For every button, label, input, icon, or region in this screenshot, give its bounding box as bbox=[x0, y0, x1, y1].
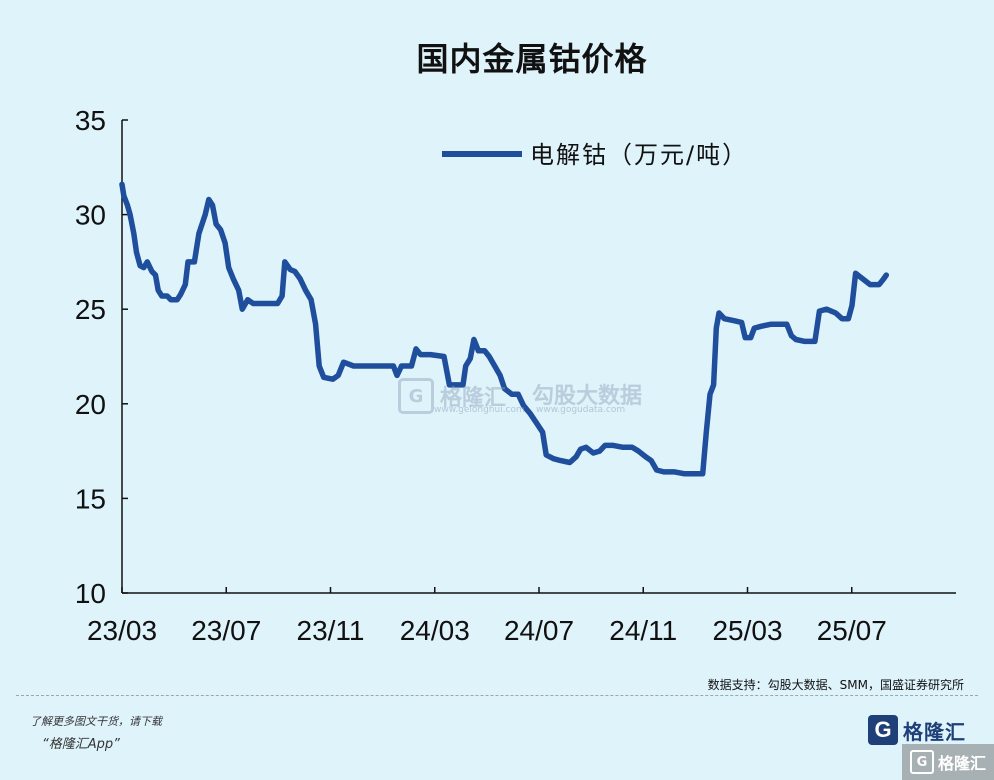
footer-note: 了解更多图文干货，请下载 bbox=[30, 715, 162, 728]
source-note: 数据支持：勾股大数据、SMM，国盛证券研究所 bbox=[707, 678, 964, 692]
tick-labels: 10 15 20 25 30 35 23/03 23/07 23/11 24/03 24/07 24/… bbox=[75, 105, 887, 646]
y-tick-label: 15 bbox=[75, 483, 106, 514]
watermark-left-text: 格隆汇 bbox=[440, 386, 507, 411]
logo-text: 格隆汇 bbox=[903, 719, 966, 744]
watermark-right-sub: www.gogudata.com bbox=[536, 405, 626, 415]
y-tick-label: 10 bbox=[75, 578, 106, 609]
x-tick-label: 24/11 bbox=[609, 615, 677, 646]
watermark-left-sub: www.gelonghui.com bbox=[434, 405, 525, 415]
y-tick-label: 20 bbox=[75, 389, 106, 420]
x-tick-label: 25/07 bbox=[817, 615, 887, 646]
x-tick-label: 25/03 bbox=[712, 615, 782, 646]
watermark-g-icon: G bbox=[398, 378, 434, 414]
chart-plot: 10 15 20 25 30 35 23/03 23/07 23/11 24/03 24/07 24/… bbox=[75, 105, 956, 646]
corner-g-icon: G bbox=[909, 750, 934, 774]
legend: 电解钴（万元/吨） bbox=[442, 141, 748, 169]
watermark-gogudata: 勾股大数据 bbox=[532, 384, 643, 409]
x-tick-label: 24/03 bbox=[400, 615, 470, 646]
series-line-electrolytic-cobalt bbox=[119, 181, 890, 477]
y-tick-label: 25 bbox=[75, 294, 106, 325]
watermark-gelonghui: G 格隆汇 bbox=[398, 378, 506, 414]
chart-title: 国内金属钴价格 bbox=[416, 40, 648, 78]
y-tick-label: 30 bbox=[75, 200, 106, 231]
corner-watermark: G 格隆汇 bbox=[902, 744, 994, 780]
corner-text: 格隆汇 bbox=[937, 754, 986, 773]
x-tick-label: 23/11 bbox=[297, 615, 365, 646]
footer-app-name: “格隆汇App” bbox=[42, 737, 120, 752]
footer-divider bbox=[16, 695, 978, 696]
axes bbox=[121, 119, 956, 594]
x-tick-label: 23/07 bbox=[191, 615, 261, 646]
legend-label: 电解钴（万元/吨） bbox=[530, 141, 748, 169]
gelonghui-logo: G 格隆汇 bbox=[868, 715, 966, 745]
x-tick-label: 23/03 bbox=[87, 615, 157, 646]
y-tick-label: 35 bbox=[75, 105, 106, 136]
x-tick-label: 24/07 bbox=[504, 615, 574, 646]
logo-g-icon: G bbox=[868, 715, 898, 745]
